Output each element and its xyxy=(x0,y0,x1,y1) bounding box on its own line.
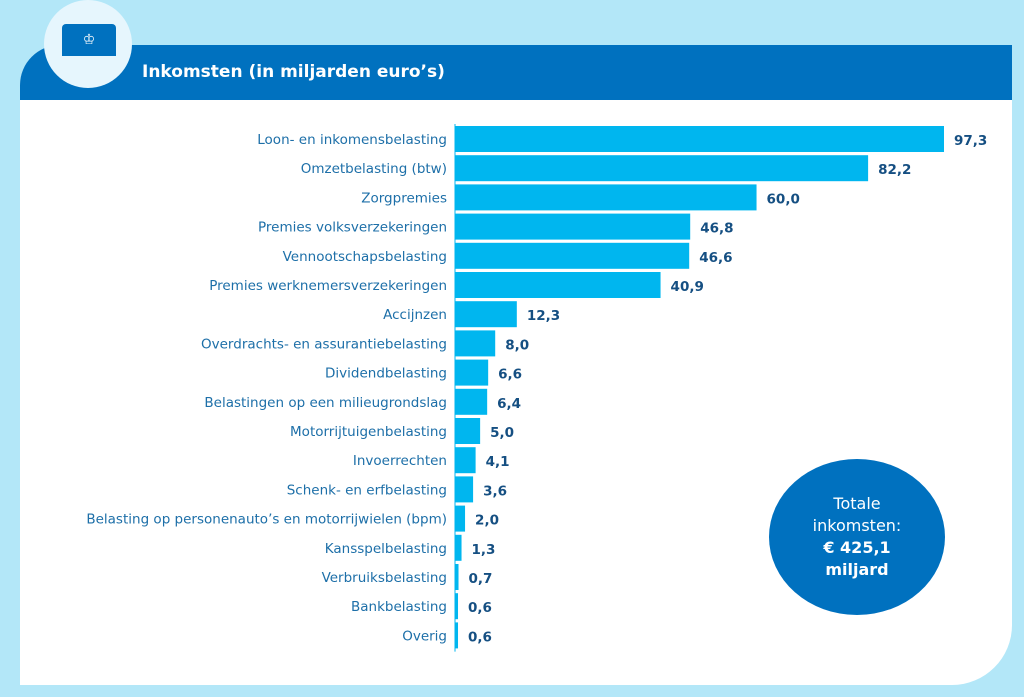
category-label: Dividendbelasting xyxy=(325,366,447,382)
bar xyxy=(455,213,691,240)
value-label: 6,6 xyxy=(498,367,522,383)
category-label: Loon- en inkomensbelasting xyxy=(257,132,447,148)
value-label: 0,7 xyxy=(469,571,493,587)
bar xyxy=(455,447,476,474)
category-label: Vennootschapsbelasting xyxy=(283,249,447,265)
category-label: Accijnzen xyxy=(383,307,447,323)
bar xyxy=(455,126,944,152)
bar xyxy=(455,388,488,415)
bar xyxy=(455,330,496,357)
value-label: 8,0 xyxy=(505,337,529,353)
value-label: 12,3 xyxy=(527,308,560,324)
value-label: 5,0 xyxy=(490,425,514,441)
category-label: Bankbelasting xyxy=(351,599,447,615)
category-label: Overdrachts- en assurantiebelasting xyxy=(201,336,447,352)
bar xyxy=(455,242,690,269)
category-label: Zorgpremies xyxy=(361,190,447,206)
bar xyxy=(455,622,459,649)
value-label: 3,6 xyxy=(483,483,507,499)
value-label: 6,4 xyxy=(497,396,521,412)
bar xyxy=(455,155,869,182)
category-label: Verbruiksbelasting xyxy=(322,570,447,586)
bar xyxy=(455,505,466,532)
value-label: 4,1 xyxy=(486,454,510,470)
bar xyxy=(455,593,459,620)
coat-of-arms-icon: ♔ xyxy=(62,24,116,56)
value-label: 60,0 xyxy=(767,191,800,207)
value-label: 40,9 xyxy=(671,279,704,295)
bar xyxy=(455,359,489,386)
category-label: Premies werknemersverzekeringen xyxy=(209,278,447,294)
value-label: 46,8 xyxy=(700,221,733,237)
category-label: Invoerrechten xyxy=(353,453,447,469)
chart-title: Inkomsten (in miljarden euro’s) xyxy=(142,62,445,82)
value-label: 0,6 xyxy=(468,629,492,645)
total-bubble: Totale inkomsten: € 425,1 miljard xyxy=(769,459,945,615)
category-label: Kansspelbelasting xyxy=(325,541,447,557)
value-label: 46,6 xyxy=(699,250,732,266)
category-label: Belasting op personenauto’s en motorrijw… xyxy=(86,512,447,528)
category-label: Premies volksverzekeringen xyxy=(258,220,447,236)
total-line1: Totale xyxy=(833,494,881,513)
value-label: 0,6 xyxy=(468,600,492,616)
bar xyxy=(455,476,474,503)
bar xyxy=(455,272,661,298)
value-label: 2,0 xyxy=(475,513,499,529)
value-label: 82,2 xyxy=(878,162,911,178)
bar xyxy=(455,184,757,211)
category-label: Belastingen op een milieugrondslag xyxy=(204,395,447,411)
category-label: Motorrijtuigenbelasting xyxy=(290,424,447,440)
value-label: 97,3 xyxy=(954,133,987,149)
value-label: 1,3 xyxy=(472,542,496,558)
category-label: Omzetbelasting (btw) xyxy=(301,161,447,177)
total-line2: inkomsten: xyxy=(812,516,902,535)
bar xyxy=(455,301,517,328)
header-band: Inkomsten (in miljarden euro’s) xyxy=(20,45,1012,100)
total-amount: € 425,1 xyxy=(823,538,891,557)
bar xyxy=(455,564,459,590)
total-unit: miljard xyxy=(825,560,889,579)
bar xyxy=(455,418,481,444)
bar xyxy=(455,534,462,561)
category-label: Schenk- en erfbelasting xyxy=(287,482,447,498)
category-label: Overig xyxy=(402,628,447,644)
